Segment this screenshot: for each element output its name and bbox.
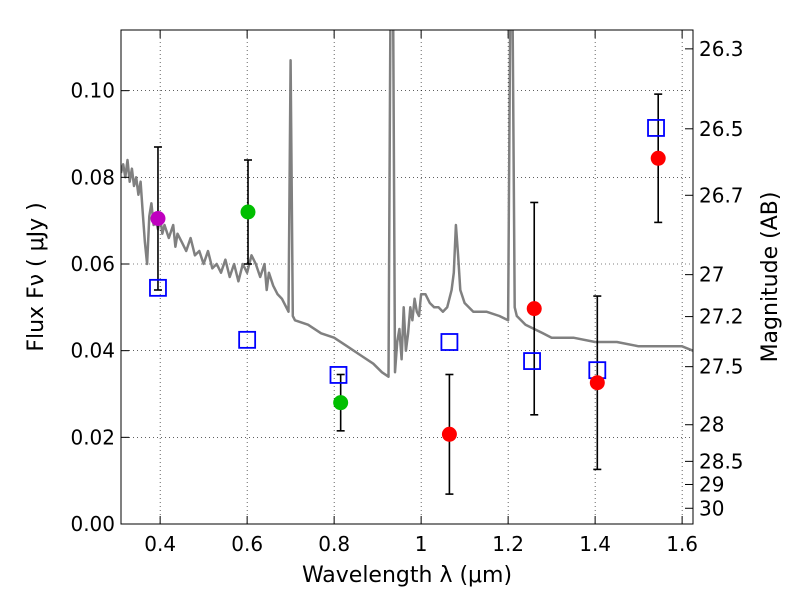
model-photometry-point — [149, 278, 167, 297]
model-photometry-point — [440, 333, 459, 351]
observed-photometry-point — [650, 150, 666, 166]
x-axis-label: Wavelength λ (μm) — [302, 563, 512, 588]
x-tick-label: 0.4 — [144, 532, 176, 556]
observed-photometry-point — [589, 375, 605, 391]
magnitude-tick-label: 27.5 — [699, 355, 744, 379]
magnitude-tick-label: 30 — [699, 496, 724, 520]
x-tick-label: 1.4 — [579, 532, 611, 556]
observed-photometry-point — [526, 301, 542, 317]
y-tick-label: 0.08 — [70, 165, 115, 189]
magnitude-tick-label: 26.7 — [699, 183, 744, 207]
observed-photometry-group — [150, 150, 666, 442]
magnitude-axis-label: Magnitude (AB) — [758, 192, 783, 363]
observed-photometry-point — [441, 426, 457, 442]
magnitude-tick-label: 28.5 — [699, 449, 744, 473]
y-tick-label: 0.02 — [70, 425, 115, 449]
magnitude-tick-label: 28 — [699, 413, 724, 437]
plot-area — [121, 30, 693, 524]
y-tick-label: 0.10 — [70, 79, 115, 103]
model-photometry-point — [647, 119, 665, 137]
magnitude-tick-label: 29 — [699, 472, 724, 496]
x-tick-label: 0.8 — [318, 532, 350, 556]
plot-frame — [120, 29, 694, 525]
model-photometry-point — [238, 330, 257, 349]
x-tick-label: 0.6 — [231, 532, 263, 556]
magnitude-tick-label: 27.2 — [699, 305, 744, 329]
x-axis-ticks: 0.4 0.6 0.8 1 1.2 1.4 1.6 — [144, 30, 698, 556]
model-photometry-point — [523, 352, 541, 370]
y-tick-label: 0.06 — [70, 252, 115, 276]
y-axis-label: Flux Fν ( μJy ) — [24, 202, 49, 351]
model-photometry-point — [329, 366, 348, 384]
y-tick-label: 0.00 — [70, 512, 115, 536]
magnitude-tick-label: 26.5 — [699, 117, 744, 141]
observed-photometry-point — [240, 204, 256, 220]
x-tick-label: 1.6 — [666, 532, 698, 556]
x-tick-label: 1.2 — [492, 532, 524, 556]
y-axis-ticks: 0.00 0.02 0.04 0.06 0.08 0.10 — [70, 79, 129, 536]
magnitude-tick-label: 27 — [699, 263, 724, 287]
magnitude-tick-label: 26.3 — [699, 37, 744, 61]
observed-photometry-point — [150, 211, 166, 226]
y-tick-label: 0.04 — [70, 339, 115, 363]
observed-photometry-point — [333, 395, 349, 411]
x-tick-label: 1 — [415, 532, 428, 556]
